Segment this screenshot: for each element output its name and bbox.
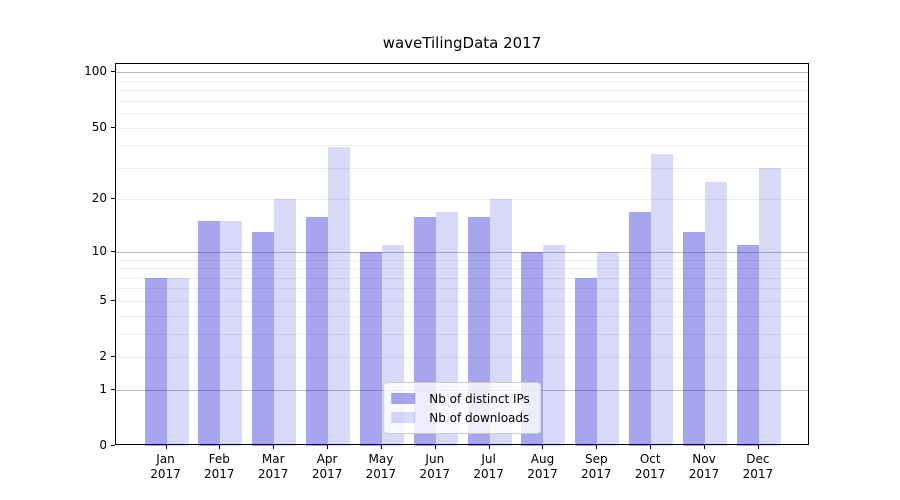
y-axis-tick-label: 0	[99, 438, 107, 452]
bar-distinct-ips-apr	[306, 216, 329, 446]
y-axis-tick	[111, 300, 115, 301]
bar-distinct-ips-nov	[683, 232, 705, 446]
x-axis-tick-label: Oct 2017	[634, 452, 666, 481]
decade-gridline	[116, 251, 808, 253]
bar-distinct-ips-feb	[198, 221, 221, 446]
minor-gridline	[116, 300, 808, 302]
x-axis-tick-label: Nov 2017	[688, 452, 720, 481]
x-axis-tick	[489, 445, 490, 449]
legend-item-distinct-ips: Nb of distinct IPs	[391, 389, 530, 408]
x-axis-tick-label: Sep 2017	[581, 452, 612, 481]
decade-gridline	[116, 72, 808, 74]
x-axis-tick-label: Jun 2017	[419, 452, 451, 481]
minor-gridline	[116, 333, 808, 335]
x-axis-tick-label: Jan 2017	[150, 452, 181, 481]
minor-gridline	[116, 100, 808, 102]
x-axis-tick	[435, 445, 436, 449]
x-axis-tick	[219, 445, 220, 449]
y-axis-tick	[111, 445, 115, 446]
legend-label-distinct-ips: Nb of distinct IPs	[429, 391, 530, 406]
legend-item-downloads: Nb of downloads	[391, 408, 530, 427]
bar-downloads-jan	[166, 277, 189, 446]
x-axis-tick-label: May 2017	[365, 452, 397, 481]
minor-gridline	[116, 127, 808, 129]
legend-swatch-downloads-icon	[391, 412, 416, 423]
x-axis-tick-label: Dec 2017	[742, 452, 774, 481]
bar-distinct-ips-jan	[144, 277, 167, 446]
minor-gridline	[116, 277, 808, 279]
legend-swatch-distinct-ips-icon	[391, 393, 416, 404]
x-axis-tick	[327, 445, 328, 449]
minor-gridline	[116, 357, 808, 358]
bar-downloads-mar	[274, 199, 297, 446]
y-axis-tick-label: 5	[99, 292, 107, 307]
minor-gridline	[116, 145, 808, 147]
bar-downloads-aug	[543, 244, 566, 446]
minor-gridline	[116, 288, 808, 290]
y-axis-tick-label: 2	[99, 349, 107, 363]
y-axis-tick-label: 1	[99, 381, 107, 396]
bar-downloads-oct	[651, 153, 674, 446]
y-axis-tick-label: 50	[91, 119, 107, 134]
minor-gridline	[116, 167, 808, 169]
y-axis-tick	[111, 356, 115, 357]
bar-downloads-feb	[220, 221, 243, 446]
bar-downloads-nov	[705, 182, 727, 446]
minor-gridline	[116, 268, 808, 269]
minor-gridline	[116, 199, 808, 201]
bar-distinct-ips-mar	[252, 232, 275, 446]
y-axis-tick	[111, 71, 115, 72]
x-axis-tick	[650, 445, 651, 449]
x-axis-tick	[758, 445, 759, 449]
y-axis-tick-label: 10	[91, 243, 107, 258]
y-axis-tick-label: 100	[84, 64, 107, 79]
bar-distinct-ips-dec	[736, 244, 759, 446]
x-axis-tick	[704, 445, 705, 449]
y-axis-tick	[111, 127, 115, 128]
x-axis-tick	[381, 445, 382, 449]
bar-distinct-ips-oct	[629, 211, 652, 446]
x-axis-tick-label: Feb 2017	[204, 452, 235, 481]
plot-area: Nb of distinct IPs Nb of downloads	[115, 63, 809, 446]
minor-gridline	[116, 80, 808, 82]
bar-downloads-dec	[758, 167, 781, 446]
y-axis-tick	[111, 251, 115, 252]
minor-gridline	[116, 259, 808, 261]
bar-distinct-ips-may	[359, 251, 382, 446]
x-axis-tick	[273, 445, 274, 449]
legend-label-downloads: Nb of downloads	[429, 410, 530, 425]
bar-distinct-ips-sep	[575, 277, 598, 446]
x-axis-tick-label: Jul 2017	[473, 452, 504, 481]
y-axis-tick-label: 20	[91, 191, 107, 206]
x-axis-tick-label: Apr 2017	[311, 452, 343, 481]
minor-gridline	[116, 113, 808, 114]
minor-gridline	[116, 90, 808, 92]
y-axis-tick	[111, 198, 115, 199]
x-axis-tick	[596, 445, 597, 449]
x-axis-tick-label: Mar 2017	[257, 452, 289, 481]
legend: Nb of distinct IPs Nb of downloads	[383, 382, 541, 434]
x-axis-tick-label: Aug 2017	[527, 452, 558, 481]
y-axis-tick	[111, 389, 115, 390]
x-axis-tick	[542, 445, 543, 449]
bar-downloads-apr	[328, 147, 351, 446]
minor-gridline	[116, 315, 808, 317]
chart-title: waveTilingData 2017	[382, 34, 542, 52]
x-axis-tick	[166, 445, 167, 449]
bar-downloads-sep	[597, 251, 620, 446]
